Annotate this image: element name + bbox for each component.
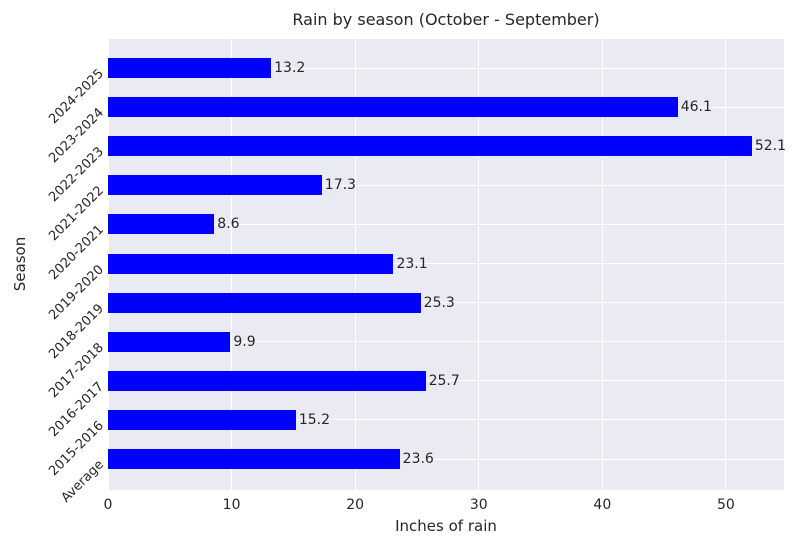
x-tick-label: 10 bbox=[222, 497, 241, 513]
x-axis-label: Inches of rain bbox=[395, 517, 497, 535]
x-tick-label: 20 bbox=[346, 497, 365, 513]
y-gridline bbox=[108, 419, 784, 421]
bar-value-label: 13.2 bbox=[274, 60, 306, 76]
x-gridline bbox=[601, 39, 603, 490]
bar-2020-2021 bbox=[108, 214, 215, 235]
bar-2018-2019 bbox=[108, 292, 421, 313]
x-tick-label: 0 bbox=[103, 497, 113, 513]
x-tick-label: 50 bbox=[716, 497, 735, 513]
plot-area: 13.2 46.1 52.1 17.3 8.6 23.1 25.3 9.9 25.7 15.2 23… bbox=[107, 39, 787, 490]
x-gridline bbox=[725, 39, 727, 490]
bar-2017-2018 bbox=[108, 331, 231, 352]
x-tick-label: 30 bbox=[469, 497, 488, 513]
bar-value-label: 25.3 bbox=[423, 294, 455, 311]
y-gridline bbox=[108, 458, 784, 460]
y-gridline bbox=[108, 263, 784, 264]
bar-2016-2017 bbox=[108, 370, 426, 391]
bar-value-label: 23.6 bbox=[402, 451, 434, 467]
x-gridline bbox=[478, 39, 480, 490]
y-gridline bbox=[108, 223, 784, 225]
y-gridline bbox=[108, 184, 784, 186]
chart-title: Rain by season (October - September) bbox=[292, 10, 600, 29]
y-gridline bbox=[108, 380, 784, 382]
bar-value-label: 17.3 bbox=[324, 177, 356, 194]
x-tick-label: 40 bbox=[593, 497, 612, 513]
bar-2019-2020 bbox=[108, 253, 394, 274]
bar-value-label: 52.1 bbox=[754, 138, 787, 155]
bar-2023-2024 bbox=[108, 97, 678, 118]
bar-value-label: 23.1 bbox=[396, 255, 428, 272]
bar-value-label: 15.2 bbox=[298, 411, 331, 428]
y-gridline bbox=[108, 341, 784, 343]
bar-2022-2023 bbox=[108, 136, 752, 157]
bar-value-label: 46.1 bbox=[680, 99, 712, 116]
bar-value-label: 8.6 bbox=[217, 216, 240, 233]
y-gridline bbox=[108, 67, 784, 69]
bar-2015-2016 bbox=[108, 409, 296, 430]
bar-Average bbox=[108, 449, 400, 469]
bar-value-label: 9.9 bbox=[233, 333, 256, 350]
bar-2021-2022 bbox=[108, 175, 322, 196]
bar-2024-2025 bbox=[108, 58, 272, 78]
bar-value-label: 25.7 bbox=[428, 372, 460, 389]
y-gridline bbox=[108, 302, 784, 304]
